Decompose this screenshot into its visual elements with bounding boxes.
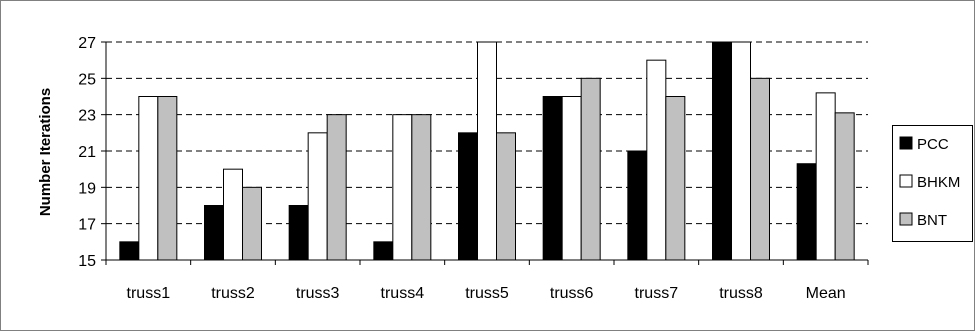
bar-bnt-truss1 bbox=[157, 96, 178, 261]
y-tick-label: 23 bbox=[78, 108, 96, 125]
bar-bhkm-truss6 bbox=[561, 96, 582, 261]
x-tick-label: truss7 bbox=[635, 285, 679, 302]
bar-pcc-truss1 bbox=[119, 241, 140, 261]
bar-pcc-truss4 bbox=[373, 241, 394, 261]
legend: PCC BHKM BNT bbox=[892, 125, 973, 242]
x-tick-label: Mean bbox=[806, 285, 846, 302]
y-axis-title: Number Iterations bbox=[37, 88, 54, 216]
bar-bhkm-truss3 bbox=[307, 132, 328, 261]
bar-bnt-truss8 bbox=[750, 77, 770, 261]
bar-bnt-truss4 bbox=[411, 114, 432, 261]
bar-pcc-truss6 bbox=[542, 96, 563, 261]
x-tick-label: truss3 bbox=[296, 285, 340, 302]
bar-bhkm-truss4 bbox=[392, 114, 413, 261]
bar-bnt-truss6 bbox=[580, 77, 601, 261]
y-tick-label: 17 bbox=[78, 217, 96, 234]
legend-swatch-pcc bbox=[899, 136, 913, 150]
x-tick-labels: truss1 truss2 truss3 truss4 truss5 truss6 trus… bbox=[127, 285, 846, 302]
bar-pcc-truss7 bbox=[627, 150, 648, 261]
y-tick-label: 15 bbox=[78, 253, 96, 270]
y-tick-label: 27 bbox=[78, 35, 96, 52]
legend-label-bnt: BNT bbox=[917, 212, 947, 229]
bar-bnt-truss3 bbox=[326, 114, 347, 261]
bar-pcc-truss5 bbox=[458, 132, 478, 261]
bar-bhkm-truss8 bbox=[731, 41, 751, 261]
bar-bnt-truss5 bbox=[496, 132, 516, 261]
bar-bnt-truss7 bbox=[665, 96, 686, 261]
bar-bhkm-truss7 bbox=[646, 59, 667, 261]
bar-pcc-truss2 bbox=[204, 205, 224, 261]
bar-bnt-truss2 bbox=[242, 186, 262, 261]
x-tick-label: truss6 bbox=[550, 285, 594, 302]
axes bbox=[101, 41, 869, 265]
y-tick-labels: 15 17 19 21 23 25 27 bbox=[78, 35, 96, 270]
bar-bhkm-truss1 bbox=[138, 96, 159, 261]
x-tick-label: truss2 bbox=[211, 285, 255, 302]
y-tick-label: 25 bbox=[78, 71, 96, 88]
bar-pcc-truss3 bbox=[288, 205, 309, 261]
y-tick-label: 19 bbox=[78, 180, 96, 197]
x-tick-label: truss4 bbox=[381, 285, 425, 302]
bar-bhkm-truss2 bbox=[223, 168, 243, 261]
legend-label-bhkm: BHKM bbox=[917, 174, 960, 191]
bar-pcc-truss8 bbox=[712, 41, 732, 261]
bar-pcc-mean bbox=[796, 163, 817, 261]
y-tick-label: 21 bbox=[78, 144, 96, 161]
legend-swatch-bhkm bbox=[899, 174, 913, 188]
x-tick-label: truss1 bbox=[127, 285, 171, 302]
x-tick-label: truss5 bbox=[465, 285, 509, 302]
bar-bnt-mean bbox=[834, 112, 855, 261]
bar-bhkm-truss5 bbox=[477, 41, 497, 261]
legend-swatch-bnt bbox=[899, 212, 913, 226]
bar-bhkm-mean bbox=[815, 92, 836, 261]
bars bbox=[119, 41, 855, 261]
x-tick-label: truss8 bbox=[719, 285, 763, 302]
legend-label-pcc: PCC bbox=[917, 136, 949, 153]
